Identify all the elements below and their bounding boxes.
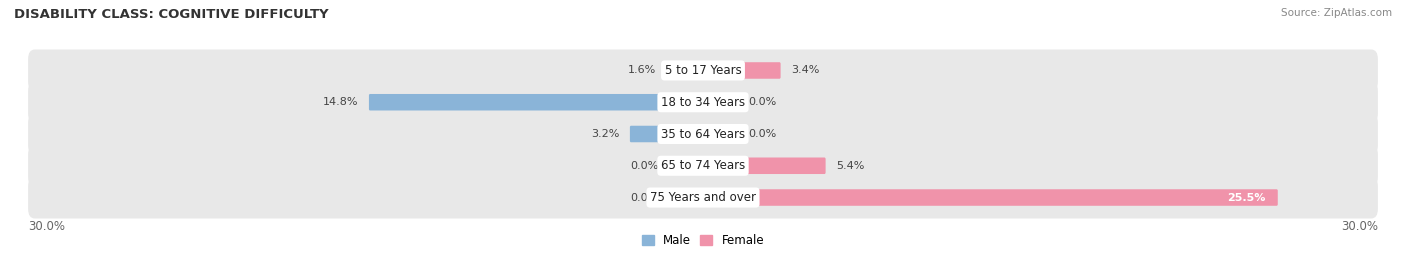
Text: 14.8%: 14.8% bbox=[323, 97, 359, 107]
FancyBboxPatch shape bbox=[668, 189, 704, 206]
FancyBboxPatch shape bbox=[702, 94, 738, 110]
Text: 30.0%: 30.0% bbox=[1341, 220, 1378, 233]
FancyBboxPatch shape bbox=[28, 50, 1378, 91]
Text: 5 to 17 Years: 5 to 17 Years bbox=[665, 64, 741, 77]
Text: 35 to 64 Years: 35 to 64 Years bbox=[661, 128, 745, 140]
Text: 0.0%: 0.0% bbox=[630, 192, 658, 203]
Text: 18 to 34 Years: 18 to 34 Years bbox=[661, 96, 745, 109]
Legend: Male, Female: Male, Female bbox=[637, 229, 769, 252]
FancyBboxPatch shape bbox=[702, 62, 780, 79]
FancyBboxPatch shape bbox=[28, 177, 1378, 218]
Text: 0.0%: 0.0% bbox=[748, 129, 776, 139]
Text: 25.5%: 25.5% bbox=[1227, 192, 1265, 203]
FancyBboxPatch shape bbox=[668, 158, 704, 174]
Text: 1.6%: 1.6% bbox=[627, 65, 655, 76]
Text: Source: ZipAtlas.com: Source: ZipAtlas.com bbox=[1281, 8, 1392, 18]
Text: 3.2%: 3.2% bbox=[592, 129, 620, 139]
Text: 75 Years and over: 75 Years and over bbox=[650, 191, 756, 204]
Text: 3.4%: 3.4% bbox=[790, 65, 820, 76]
Text: 0.0%: 0.0% bbox=[748, 97, 776, 107]
FancyBboxPatch shape bbox=[702, 126, 738, 142]
FancyBboxPatch shape bbox=[28, 113, 1378, 155]
FancyBboxPatch shape bbox=[702, 189, 1278, 206]
Text: 30.0%: 30.0% bbox=[28, 220, 65, 233]
FancyBboxPatch shape bbox=[666, 62, 704, 79]
Text: 65 to 74 Years: 65 to 74 Years bbox=[661, 159, 745, 172]
Text: DISABILITY CLASS: COGNITIVE DIFFICULTY: DISABILITY CLASS: COGNITIVE DIFFICULTY bbox=[14, 8, 329, 21]
Text: 0.0%: 0.0% bbox=[630, 161, 658, 171]
FancyBboxPatch shape bbox=[28, 145, 1378, 187]
FancyBboxPatch shape bbox=[368, 94, 704, 110]
FancyBboxPatch shape bbox=[702, 158, 825, 174]
FancyBboxPatch shape bbox=[28, 81, 1378, 123]
Text: 5.4%: 5.4% bbox=[835, 161, 865, 171]
FancyBboxPatch shape bbox=[630, 126, 704, 142]
